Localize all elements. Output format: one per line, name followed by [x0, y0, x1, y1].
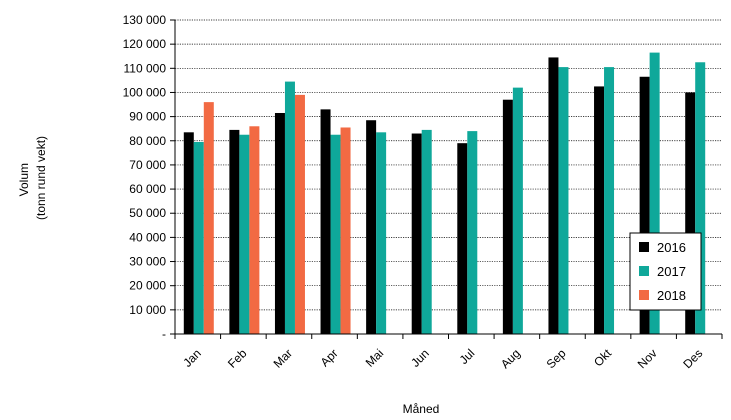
y-tick-label: 80 000 [129, 134, 166, 148]
x-tick-label: Mar [271, 346, 296, 371]
y-tick-label: 120 000 [123, 37, 167, 51]
y-tick-label: 70 000 [129, 158, 166, 172]
bar-2016-Jun [411, 133, 422, 334]
y-tick-label: 40 000 [129, 230, 166, 244]
bar-2016-Feb [229, 129, 240, 334]
bar-2017-Okt [604, 67, 615, 334]
bar-2017-Nov [649, 52, 660, 334]
bar-2017-Apr [330, 134, 341, 334]
bar-2017-Jul [467, 131, 478, 334]
bar-2017-Des [695, 62, 706, 335]
bar-2017-Mai [376, 132, 387, 334]
bar-2016-Apr [320, 109, 331, 334]
y-tick-label: 20 000 [129, 279, 166, 293]
x-tick-label: Mai [363, 346, 387, 370]
bar-2016-Jan [183, 132, 194, 334]
y-tick-label: 100 000 [123, 85, 167, 99]
x-tick-label: Jun [408, 346, 432, 370]
y-tick-label: 10 000 [129, 303, 166, 317]
x-tick-label: Des [680, 346, 705, 371]
y-axis-title: Volum (tonn rund vekt) [17, 136, 48, 220]
x-tick-label: Nov [635, 346, 660, 371]
x-axis-title: Måned [403, 402, 440, 416]
bar-2016-Mar [274, 112, 285, 334]
legend-label-2016: 2016 [657, 240, 686, 255]
y-tick-label: 130 000 [123, 13, 167, 27]
x-tick-label: Aug [498, 346, 523, 371]
legend-label-2017: 2017 [657, 264, 686, 279]
bar-2017-Feb [239, 134, 250, 334]
x-tick-labels: Jan Feb Mar Apr Mai Jun Jul Aug Sep Okt Nov Des [180, 346, 705, 371]
axes [170, 19, 723, 339]
x-tick-label: Okt [591, 346, 615, 370]
y-axis-title-main: Volum [17, 163, 31, 196]
y-axis-title-sub: (tonn rund vekt) [34, 136, 48, 220]
bars [183, 52, 706, 335]
legend-label-2018: 2018 [657, 288, 686, 303]
legend: 2016 2017 2018 [629, 232, 702, 311]
bar-2017-Sep [558, 67, 569, 334]
bar-2017-Aug [512, 87, 523, 334]
x-tick-label: Jan [180, 346, 204, 370]
x-tick-label: Jul [457, 346, 478, 367]
bar-2016-Des [685, 92, 696, 334]
y-tick-labels: - 10 000 20 000 30 000 40 000 50 000 60 000 70 … [123, 13, 167, 341]
bar-2018-Mar [294, 94, 305, 334]
bar-2018-Apr [340, 127, 351, 334]
x-tick-label: Apr [318, 346, 341, 369]
x-tick-label: Feb [225, 346, 250, 371]
bar-2017-Mar [284, 81, 295, 334]
bar-2017-Jan [193, 141, 204, 334]
bar-2016-Mai [366, 120, 377, 334]
legend-swatch-2017 [639, 266, 649, 276]
y-tick-label: 50 000 [129, 206, 166, 220]
y-tick-label: 90 000 [129, 110, 166, 124]
bar-2018-Feb [249, 126, 260, 335]
bar-2016-Okt [594, 86, 605, 334]
y-tick-label: - [162, 327, 166, 341]
bar-2016-Sep [548, 57, 559, 334]
y-tick-label: 110 000 [124, 61, 167, 75]
bar-2016-Aug [502, 99, 513, 334]
x-tick-label: Sep [544, 346, 569, 371]
bar-2018-Jan [203, 102, 214, 334]
bar-2016-Nov [639, 76, 650, 334]
legend-swatch-2016 [639, 242, 649, 252]
y-tick-label: 60 000 [129, 182, 166, 196]
bar-2017-Jun [421, 129, 432, 334]
legend-swatch-2018 [639, 290, 649, 300]
bar-2016-Jul [457, 143, 468, 334]
y-tick-label: 30 000 [129, 255, 166, 269]
